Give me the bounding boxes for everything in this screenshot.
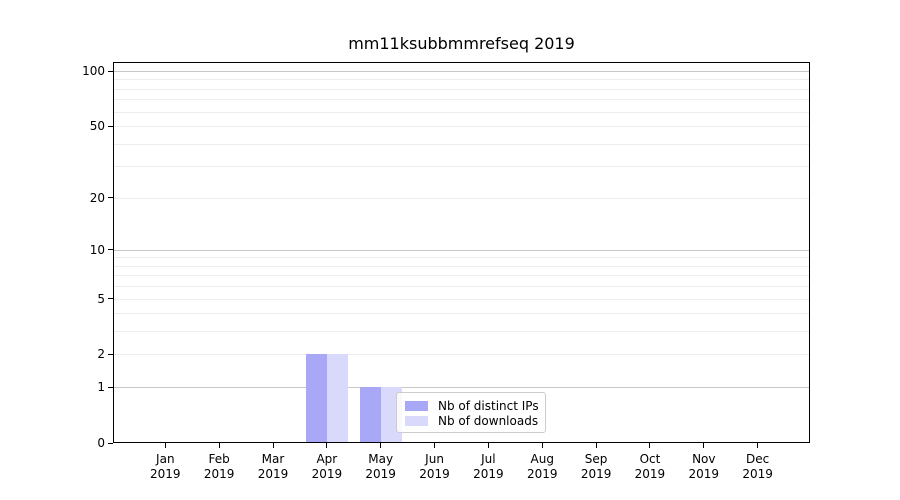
x-tickmark bbox=[164, 443, 166, 448]
y-tick-label: 0 bbox=[97, 436, 105, 450]
gridline-minor bbox=[113, 88, 810, 90]
x-tickmark bbox=[487, 443, 489, 448]
x-tickmark bbox=[380, 443, 382, 448]
gridline-minor bbox=[113, 354, 810, 356]
gridline-minor bbox=[113, 298, 810, 300]
gridline-major bbox=[113, 249, 810, 251]
y-tick-label: 5 bbox=[97, 291, 105, 306]
x-tickmark bbox=[595, 443, 597, 448]
x-tick-label: May 2019 bbox=[365, 452, 396, 481]
gridline-minor bbox=[113, 143, 810, 145]
x-tick-label: Jun 2019 bbox=[419, 452, 450, 481]
x-tickmark bbox=[272, 443, 274, 448]
x-tick-label: Feb 2019 bbox=[203, 452, 235, 481]
y-tick-label: 10 bbox=[89, 242, 105, 257]
y-tick-label: 50 bbox=[89, 119, 105, 134]
legend-label-downloads: Nb of downloads bbox=[438, 413, 539, 428]
x-tickmark bbox=[703, 443, 705, 448]
y-tickmark bbox=[108, 386, 113, 388]
gridline-major bbox=[113, 387, 810, 389]
x-tickmark bbox=[649, 443, 651, 448]
x-tick-label: Nov 2019 bbox=[688, 452, 720, 481]
y-tick-label: 20 bbox=[89, 190, 105, 205]
x-tick-label: Jul 2019 bbox=[473, 452, 504, 481]
y-tickmark bbox=[108, 197, 113, 199]
x-tick-label: Apr 2019 bbox=[311, 452, 343, 481]
y-tickmark bbox=[108, 442, 113, 444]
y-tick-label: 1 bbox=[97, 380, 105, 395]
chart-title: mm11ksubbmmrefseq 2019 bbox=[348, 34, 575, 53]
x-tickmark bbox=[757, 443, 759, 448]
gridline-minor bbox=[113, 257, 810, 259]
x-tickmark bbox=[434, 443, 436, 448]
legend-swatch-downloads bbox=[405, 415, 428, 426]
y-tickmark bbox=[108, 249, 113, 251]
gridline-minor bbox=[113, 166, 810, 168]
gridline-major bbox=[113, 71, 810, 72]
gridline-minor bbox=[113, 197, 810, 199]
y-tickmark bbox=[108, 298, 113, 300]
bar-apr-2019-nb-of-downloads bbox=[326, 354, 348, 443]
bottom-spine bbox=[113, 442, 810, 443]
y-tickmark bbox=[108, 125, 113, 127]
y-tick-label: 100 bbox=[82, 64, 105, 78]
x-tick-label: Sep 2019 bbox=[580, 452, 612, 481]
legend-entry-downloads: Nb of downloads bbox=[405, 413, 539, 428]
legend-label-distinct-ips: Nb of distinct IPs bbox=[438, 398, 539, 413]
gridline-minor bbox=[113, 126, 810, 128]
y-tickmark bbox=[108, 70, 113, 72]
gridline-minor bbox=[113, 111, 810, 113]
gridline-minor bbox=[113, 99, 810, 101]
x-tick-label: Oct 2019 bbox=[634, 452, 666, 481]
x-tickmark bbox=[218, 443, 220, 448]
right-spine bbox=[809, 62, 810, 443]
legend-entry-distinct-ips: Nb of distinct IPs bbox=[405, 398, 539, 413]
gridline-minor bbox=[113, 286, 810, 288]
x-tick-label: Aug 2019 bbox=[526, 452, 558, 481]
gridline-minor bbox=[113, 331, 810, 333]
x-tick-label: Jan 2019 bbox=[150, 452, 181, 481]
left-spine bbox=[113, 62, 114, 443]
bar-may-2019-nb-of-distinct-ips bbox=[359, 387, 381, 443]
x-tick-label: Dec 2019 bbox=[742, 452, 773, 481]
gridline-minor bbox=[113, 79, 810, 81]
plot-area bbox=[113, 62, 810, 443]
y-tick-label: 2 bbox=[97, 347, 105, 362]
y-tickmark bbox=[108, 353, 113, 355]
gridline-minor bbox=[113, 265, 810, 267]
gridline-minor bbox=[113, 313, 810, 315]
top-spine bbox=[113, 62, 810, 63]
legend: Nb of distinct IPs Nb of downloads bbox=[396, 392, 546, 433]
x-tickmark bbox=[326, 443, 328, 448]
legend-swatch-distinct-ips bbox=[405, 400, 428, 411]
x-tickmark bbox=[541, 443, 543, 448]
x-tick-label: Mar 2019 bbox=[257, 452, 289, 481]
bar-apr-2019-nb-of-distinct-ips bbox=[305, 354, 327, 443]
gridline-minor bbox=[113, 275, 810, 277]
